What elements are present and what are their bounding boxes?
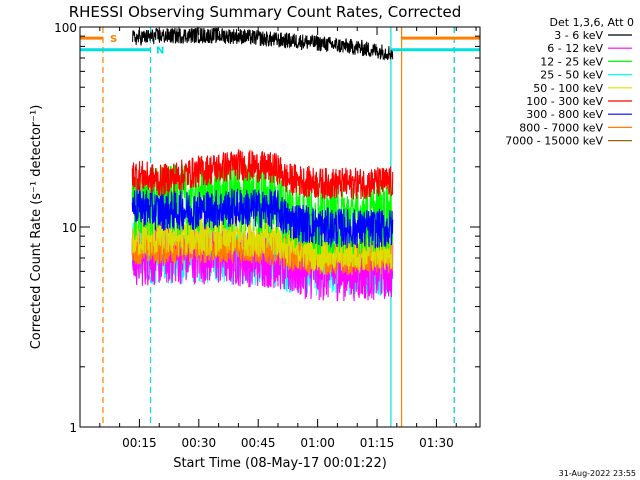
legend-title: Det 1,3,6, Att 0	[550, 16, 634, 29]
legend-label-7: 800 - 7000 keV	[519, 121, 603, 134]
chart-title: RHESSI Observing Summary Count Rates, Co…	[69, 3, 462, 21]
legend-label-1: 6 - 12 keV	[547, 42, 603, 55]
x-tick-label-3: 01:00	[300, 436, 335, 450]
plot-area: SN	[80, 27, 480, 427]
x-axis-label: Start Time (08-May-17 00:01:22)	[173, 456, 387, 471]
series-trace-3-6kev	[132, 27, 394, 61]
series-trace-50-100kev	[131, 216, 394, 272]
x-tick-label-0: 00:15	[122, 436, 157, 450]
legend-label-3: 25 - 50 keV	[540, 69, 603, 82]
y-axis: 1 10 100	[54, 21, 480, 435]
legend-label-2: 12 - 25 keV	[540, 55, 603, 68]
y-tick-label-1: 10	[62, 221, 77, 235]
x-tick-label-1: 00:30	[182, 436, 217, 450]
x-tick-label-2: 00:45	[241, 436, 276, 450]
legend-label-4: 50 - 100 keV	[533, 82, 603, 95]
x-axis: 00:15 00:30 00:45 01:00 01:15 01:30	[99, 27, 477, 450]
legend-label-0: 3 - 6 keV	[554, 29, 603, 42]
y-tick-label-0: 1	[69, 421, 77, 435]
series-trace-100-300kev	[131, 149, 394, 200]
legend-label-5: 100 - 300 keV	[526, 95, 603, 108]
legend-label-6: 300 - 800 keV	[526, 108, 603, 121]
generated-timestamp: 31-Aug-2022 23:55	[559, 469, 636, 478]
y-axis-label: Corrected Count Rate (s⁻¹ detector⁻¹)	[29, 105, 44, 350]
y-tick-label-2: 100	[54, 21, 77, 35]
legend-label-8: 7000 - 15000 keV	[505, 135, 603, 148]
series-trace-300-800kev	[131, 186, 394, 249]
flag-label-s: S	[110, 34, 117, 45]
x-tick-label-5: 01:30	[419, 436, 454, 450]
flag-label-n: N	[156, 46, 164, 57]
x-tick-label-4: 01:15	[360, 436, 395, 450]
series-trace-6-12kev	[131, 226, 394, 302]
